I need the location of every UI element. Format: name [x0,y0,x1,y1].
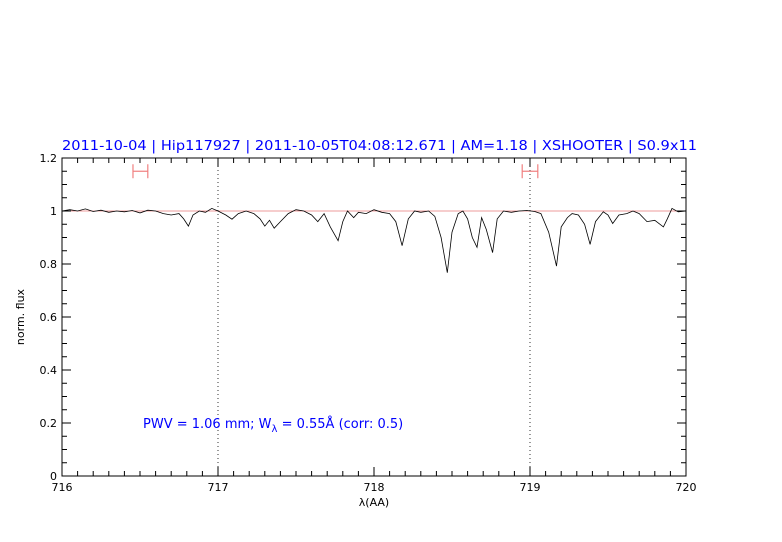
y-tick-label: 0.8 [40,258,58,271]
x-tick-label: 720 [676,481,697,494]
x-tick-label: 716 [52,481,73,494]
x-tick-label: 718 [364,481,385,494]
annotation-pre: PWV = 1.06 mm; W [143,417,272,432]
y-tick-label: 1.2 [40,152,58,165]
interval-marker [132,164,149,179]
y-tick-label: 0.6 [40,311,58,324]
spectrum-line [61,207,687,273]
chart-title: 2011-10-04 | Hip117927 | 2011-10-05T04:0… [62,139,697,154]
y-tick-label: 1 [50,205,57,218]
pwv-annotation: PWV = 1.06 mm; Wλ = 0.55Å (corr: 0.5) [143,416,403,435]
y-tick-label: 0.2 [40,417,58,430]
interval-marker [521,164,539,179]
annotation-post: = 0.55Å (corr: 0.5) [277,416,403,432]
x-tick-label: 717 [208,481,229,494]
y-tick-label: 0.4 [40,364,58,377]
y-axis-label: norm. flux [14,288,27,345]
x-axis-label: λ(AA) [359,496,389,509]
x-tick-label: 719 [520,481,541,494]
y-tick-label: 0 [50,470,57,483]
annotation-sub: λ [272,424,278,435]
